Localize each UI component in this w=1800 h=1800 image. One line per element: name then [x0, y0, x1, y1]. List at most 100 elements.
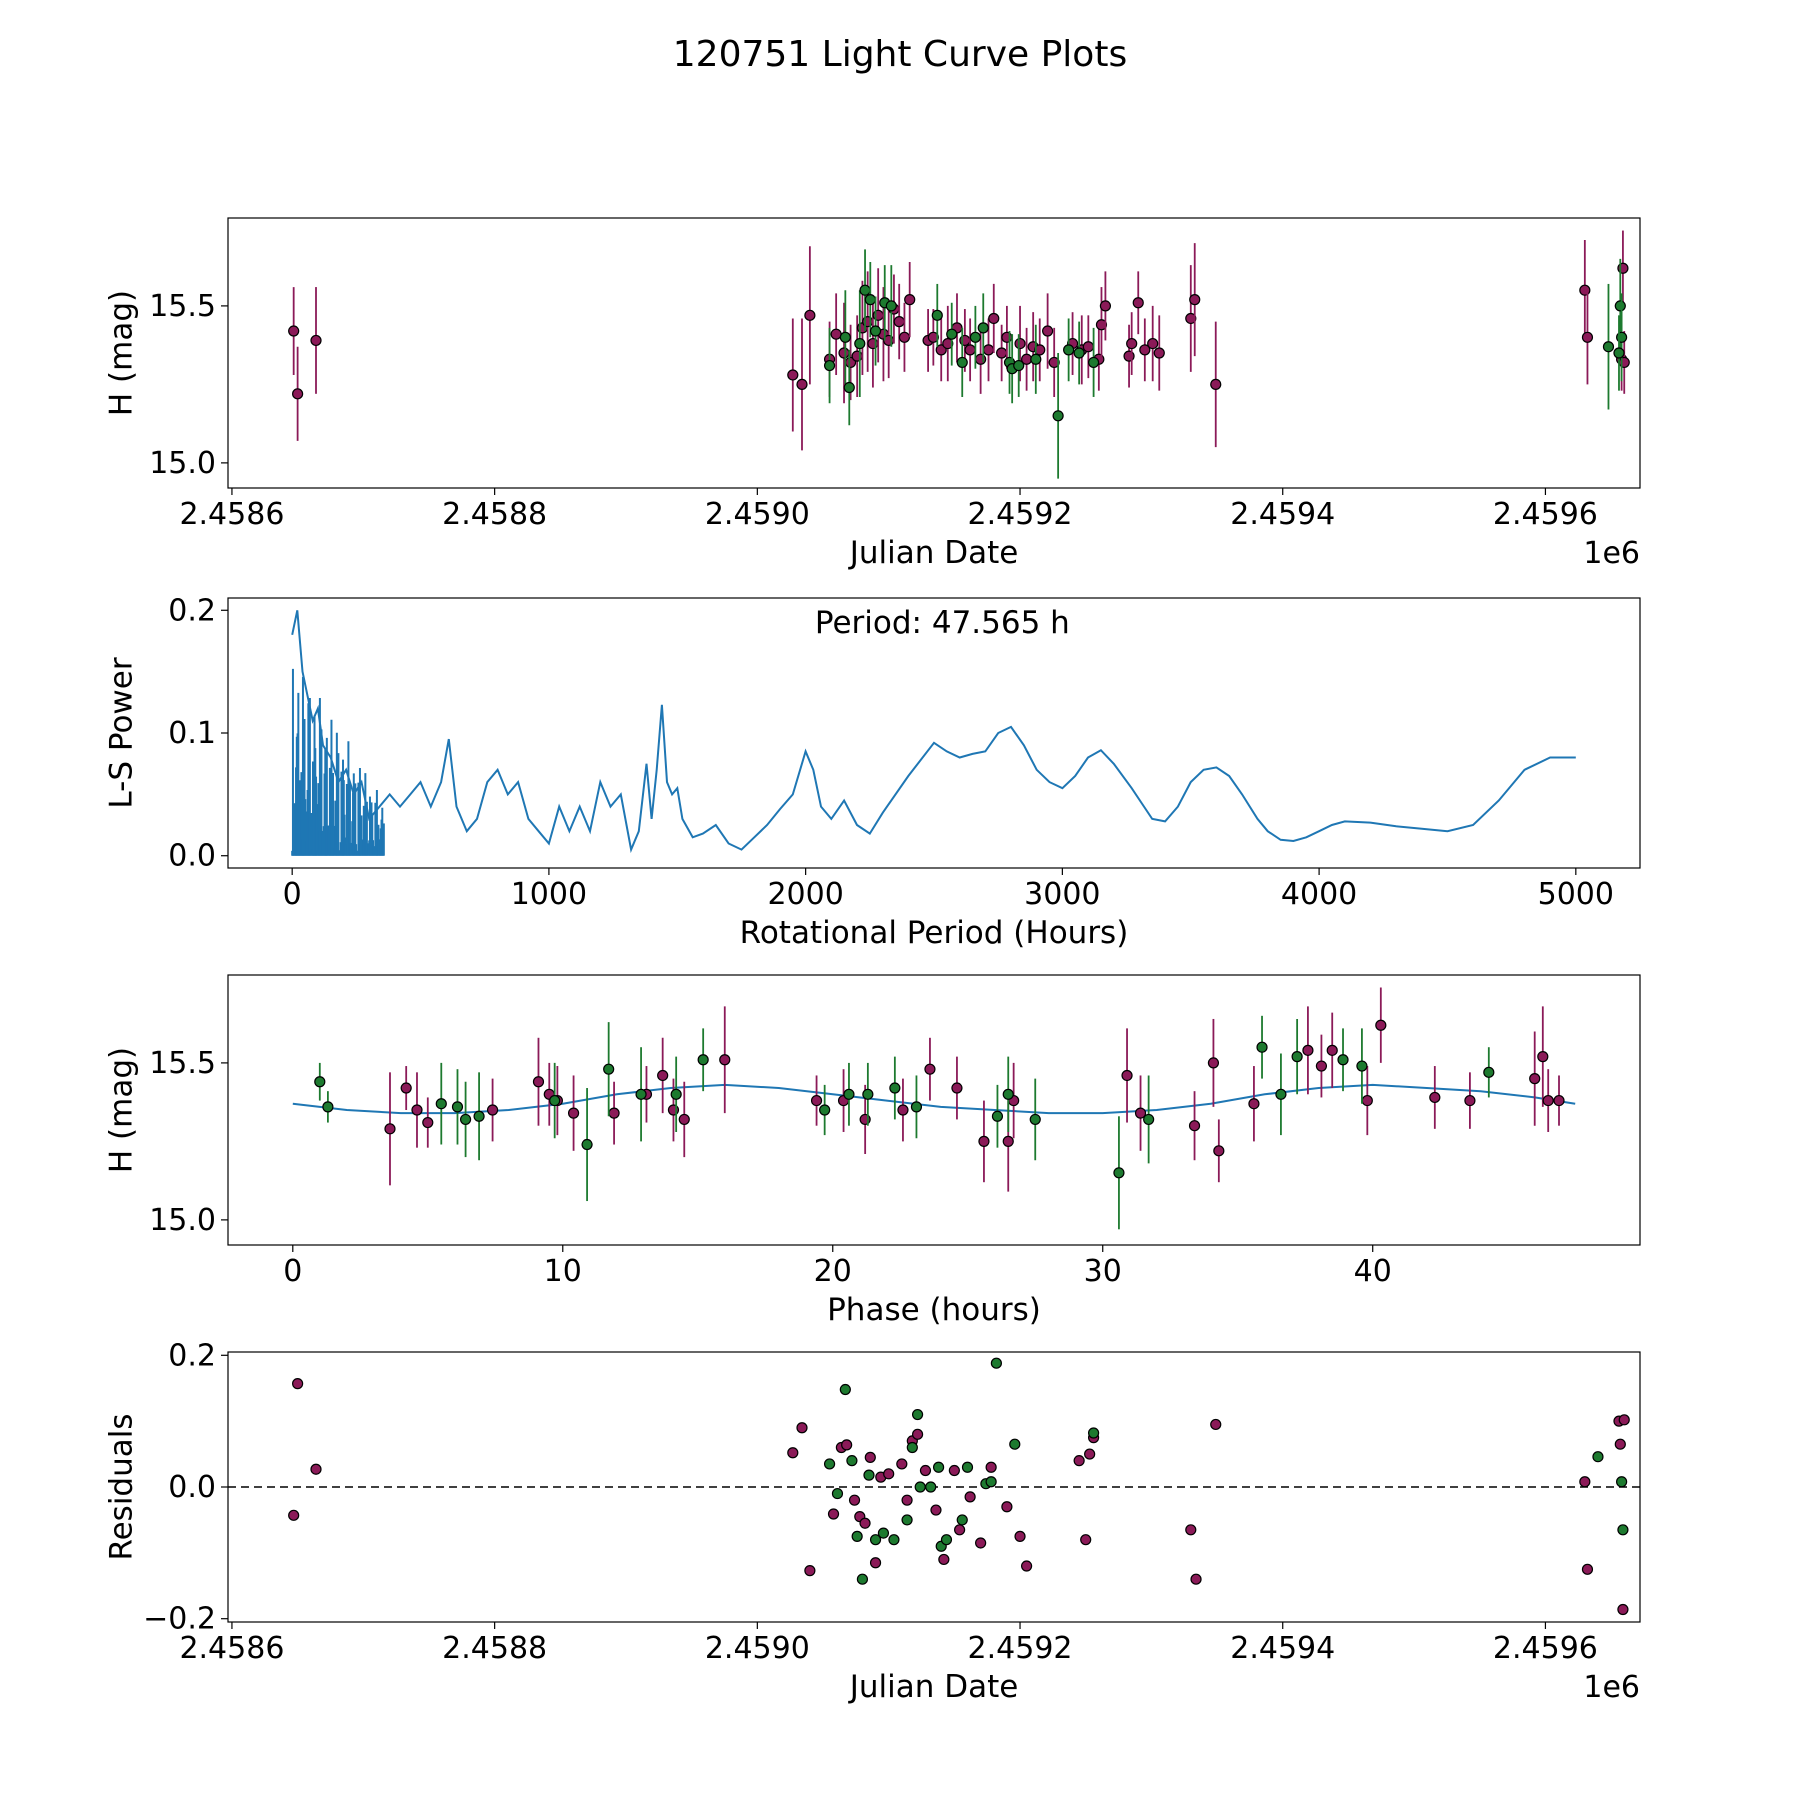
axes-frame	[227, 974, 1641, 1246]
data-point-r	[1248, 1098, 1260, 1110]
plot-area	[292, 987, 1576, 1230]
model-fit-line	[292, 1083, 1576, 1115]
y-tick-label: 0.0	[168, 1470, 216, 1505]
x-tick-label: 10	[544, 1254, 582, 1289]
data-point-g	[839, 1383, 851, 1396]
data-point-r	[951, 1082, 963, 1094]
panel-lightcurve: 2.4586 2.4588 2.4590 2.4592 2.4594 2.4596 15.0…	[104, 217, 1641, 571]
data-point-r	[975, 1537, 987, 1549]
data-point-r	[1147, 337, 1159, 350]
data-point-r	[1014, 337, 1026, 350]
x-tick-label: 0	[283, 1254, 302, 1289]
y-tick-label: 15.5	[149, 289, 216, 324]
data-point-r	[1139, 344, 1151, 356]
data-point-g	[1617, 1524, 1629, 1536]
data-point-g	[914, 1481, 926, 1493]
data-point-g	[991, 1110, 1004, 1122]
data-point-r	[996, 347, 1008, 359]
data-point-r	[796, 378, 808, 390]
data-point-g	[925, 1481, 937, 1493]
data-point-r	[1021, 1560, 1033, 1572]
data-point-r	[292, 388, 304, 400]
data-point-r	[1579, 1476, 1591, 1488]
x-tick-label: 30	[1084, 1254, 1122, 1289]
x-tick-label: 2000	[767, 877, 843, 912]
data-point-r	[1095, 319, 1108, 331]
data-point-g	[864, 294, 876, 306]
data-point-g	[1613, 347, 1625, 359]
data-point-r	[1185, 1524, 1197, 1536]
data-point-r	[827, 1508, 840, 1520]
data-point-r	[897, 1104, 909, 1116]
data-point-r	[898, 331, 911, 343]
y-tick-label: 0.2	[168, 593, 216, 628]
data-point-r	[1185, 312, 1197, 325]
periodogram-line	[291, 610, 1576, 854]
data-point-g	[990, 1357, 1002, 1369]
data-point-r	[869, 1557, 882, 1569]
data-point-g	[819, 1104, 831, 1116]
data-point-g	[603, 1063, 615, 1075]
period-annotation: Period: 47.565 h	[815, 605, 1070, 641]
data-point-r	[1529, 1073, 1541, 1085]
x-tick-label: 0	[283, 877, 302, 912]
data-point-g	[435, 1098, 447, 1110]
data-point-r	[1042, 325, 1054, 337]
data-point-r	[1617, 1603, 1629, 1616]
data-point-g	[940, 1534, 953, 1546]
data-point-r	[1048, 356, 1060, 369]
data-point-g	[1356, 1060, 1368, 1072]
data-point-r	[384, 1123, 396, 1135]
x-tick-label: 1000	[511, 877, 587, 912]
data-point-r	[1082, 341, 1094, 353]
x-tick-label: 2.4592	[968, 497, 1073, 532]
data-point-r	[978, 1135, 990, 1147]
data-point-r	[841, 1439, 853, 1451]
panel-residuals: 2.4586 2.4588 2.4590 2.4592 2.4594 2.4596 −0.2…	[104, 1338, 1641, 1705]
data-point-r	[310, 1463, 322, 1475]
y-tick-label: 15.5	[149, 1046, 216, 1081]
data-point-g	[1013, 359, 1025, 372]
data-point-g	[1030, 353, 1042, 365]
data-point-r	[1618, 1414, 1630, 1426]
data-point-g	[910, 1101, 923, 1113]
data-point-r	[1375, 1019, 1387, 1031]
data-point-r	[893, 316, 905, 328]
data-point-g	[863, 1469, 875, 1481]
data-point-g	[932, 1461, 945, 1473]
data-point-r	[1002, 1135, 1014, 1147]
data-point-r	[310, 334, 322, 347]
data-point-g	[956, 1514, 968, 1526]
x-tick-label: 5000	[1538, 877, 1614, 912]
x-tick-label: 2.4588	[442, 497, 547, 532]
data-point-g	[451, 1101, 464, 1113]
data-point-g	[961, 1461, 974, 1473]
data-point-g	[888, 1534, 900, 1546]
x-tick-label: 2.4586	[179, 497, 284, 532]
axes-frame	[227, 217, 1641, 489]
data-point-g	[1087, 1427, 1100, 1439]
data-point-g	[906, 1441, 918, 1454]
data-point-r	[919, 1464, 932, 1477]
data-point-r	[1134, 1107, 1147, 1119]
data-point-g	[1113, 1167, 1125, 1179]
data-point-r	[1126, 337, 1138, 350]
data-point-g	[846, 1455, 858, 1467]
data-point-g	[901, 1514, 913, 1526]
data-point-g	[1063, 344, 1075, 356]
data-point-r	[938, 1553, 950, 1566]
data-point-g	[977, 322, 989, 334]
data-point-g	[831, 1487, 844, 1500]
data-point-r	[657, 1069, 669, 1082]
data-point-r	[964, 1491, 976, 1503]
data-point-r	[1302, 1044, 1314, 1056]
data-point-g	[697, 1054, 709, 1066]
x-tick-label: 40	[1354, 1254, 1392, 1289]
data-point-r	[1464, 1094, 1476, 1107]
data-point-r	[1361, 1094, 1373, 1107]
data-point-r	[1581, 1563, 1594, 1575]
data-point-r	[1099, 300, 1112, 312]
data-point-g	[635, 1088, 647, 1100]
data-point-g	[314, 1076, 326, 1088]
